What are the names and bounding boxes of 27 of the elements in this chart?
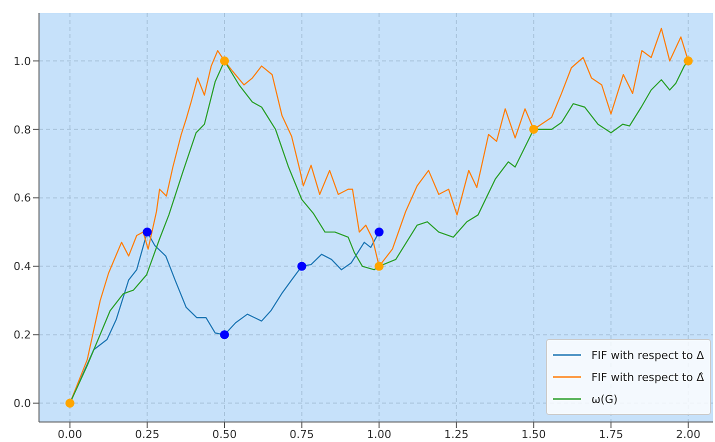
x-tick-label: 0.75 bbox=[290, 428, 314, 441]
y-tick-label: 0.6 bbox=[14, 192, 31, 205]
y-tick-label: 1.0 bbox=[14, 54, 31, 68]
point bbox=[374, 262, 384, 271]
point bbox=[374, 228, 384, 237]
point bbox=[529, 124, 538, 134]
legend-label: FIF with respect to Δ̂ bbox=[591, 370, 704, 384]
x-tick-label: 1.00 bbox=[366, 428, 392, 441]
point bbox=[142, 228, 152, 237]
point bbox=[220, 56, 230, 66]
legend-label: ω(G) bbox=[591, 392, 618, 406]
point bbox=[65, 398, 74, 408]
y-tick-label: 0.4 bbox=[14, 260, 31, 274]
point bbox=[684, 56, 693, 66]
x-tick-label: 1.25 bbox=[444, 428, 469, 441]
x-tick-label: 1.50 bbox=[521, 428, 546, 441]
y-tick-label: 0.0 bbox=[14, 397, 31, 410]
legend-label: FIF with respect to Δ bbox=[591, 348, 704, 362]
x-tick-label: 0.25 bbox=[134, 428, 160, 441]
point bbox=[220, 330, 230, 340]
x-tick-label: 1.75 bbox=[598, 428, 624, 441]
y-tick-label: 0.2 bbox=[14, 328, 31, 342]
x-tick-label: 0.00 bbox=[58, 428, 82, 441]
x-tick-label: 2.00 bbox=[676, 428, 701, 441]
y-tick-label: 0.8 bbox=[14, 123, 31, 136]
point bbox=[297, 262, 306, 271]
x-tick-label: 0.50 bbox=[212, 428, 237, 441]
